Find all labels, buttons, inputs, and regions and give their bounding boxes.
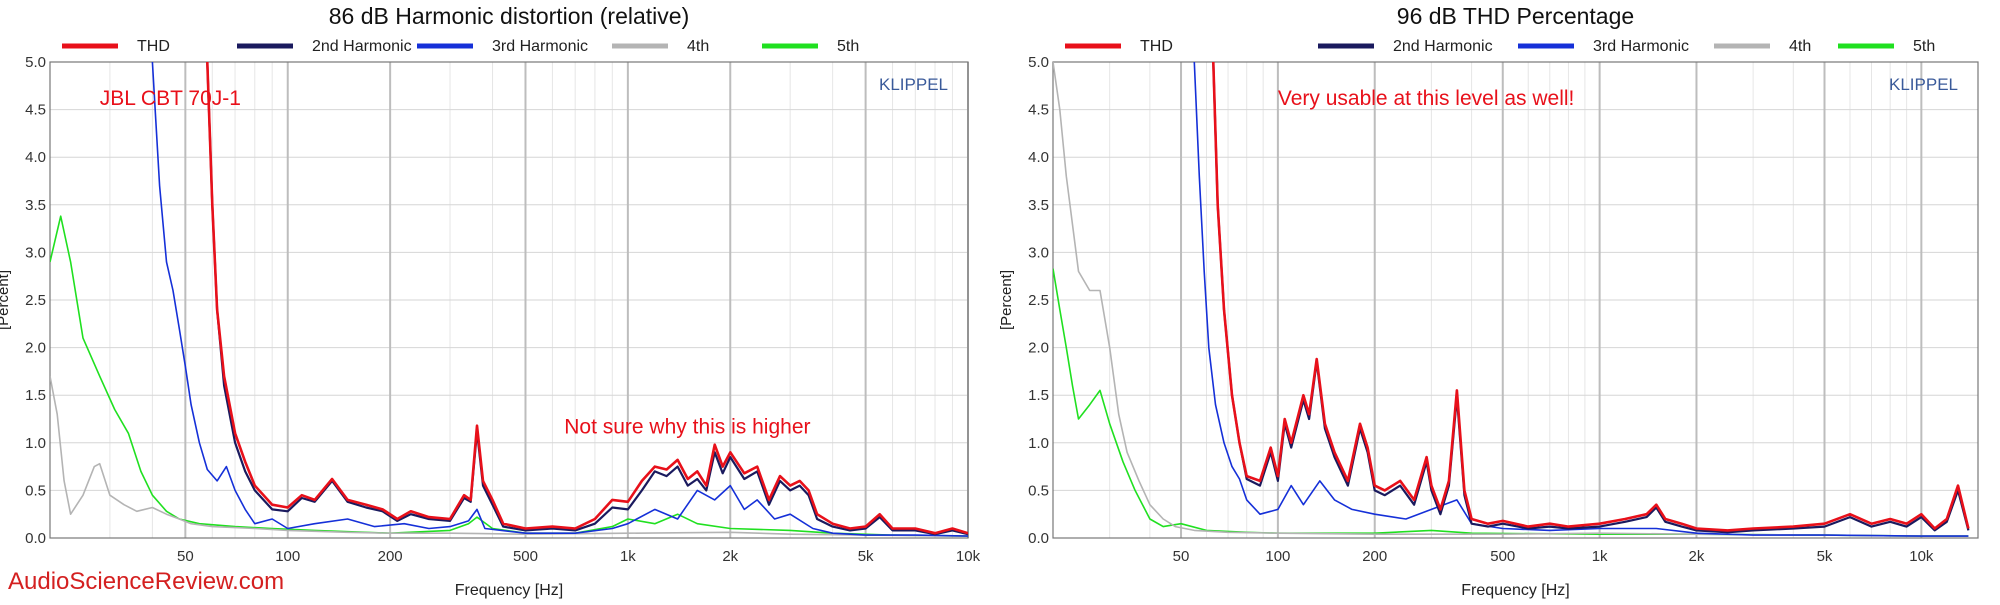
chart-1-series-5th-line xyxy=(50,215,968,537)
chart-2-legend-label: 5th xyxy=(1913,38,1935,55)
chart-1-x-tick-label: 2k xyxy=(722,548,738,565)
chart-1-x-tick-label: 500 xyxy=(513,548,538,565)
chart-1-y-tick-label: 3.0 xyxy=(25,244,46,261)
chart-2-series-2nd-harmonic-line xyxy=(1212,62,1970,534)
chart-2-y-tick-label: 0.0 xyxy=(1028,530,1049,547)
chart-1-x-axis-label: Frequency [Hz] xyxy=(455,582,563,599)
chart-2-x-tick-label: 1k xyxy=(1592,548,1608,565)
chart-1-legend-label: 5th xyxy=(837,38,859,55)
chart-2-h-grid xyxy=(1053,61,1978,539)
chart-2-x-tick-label: 100 xyxy=(1265,548,1290,565)
chart-1-y-axis-label: [Percent] xyxy=(0,270,12,330)
chart-1-plot-frame xyxy=(49,61,969,539)
chart-1-x-tick-label: 10k xyxy=(956,548,981,565)
chart-2-x-tick-label: 2k xyxy=(1689,548,1705,565)
chart-1-y-tick-label: 2.5 xyxy=(25,292,46,309)
chart-1-y-tick-label: 1.0 xyxy=(25,435,46,452)
chart-2-y-tick-label: 0.5 xyxy=(1028,482,1049,499)
chart-1-y-tick-label: 0.0 xyxy=(25,530,46,547)
chart-1-series-4th-line xyxy=(50,376,968,537)
chart-1-brand-label: KLIPPEL xyxy=(879,75,948,94)
chart-2-y-tick-label: 4.5 xyxy=(1028,102,1049,119)
chart-2-y-tick-label: 3.5 xyxy=(1028,197,1049,214)
chart-2-x-tick-label: 10k xyxy=(1909,548,1934,565)
chart-1-legend-label: 3rd Harmonic xyxy=(492,38,588,55)
chart-2-series-5th-line xyxy=(1053,268,1969,537)
chart-2-y-axis-label: [Percent] xyxy=(998,270,1015,330)
chart-1-h-grid xyxy=(50,61,968,539)
chart-2-series-3rd-harmonic-line xyxy=(1193,62,1969,537)
chart-2-x-tick-label: 50 xyxy=(1173,548,1190,565)
chart-2-legend-label: THD xyxy=(1140,38,1173,55)
chart-2-series-thd-line xyxy=(1212,62,1970,532)
chart-1-legend-label: 4th xyxy=(687,38,709,55)
chart-2-y-tick-label: 1.0 xyxy=(1028,435,1049,452)
chart-2-x-tick-label: 5k xyxy=(1817,548,1833,565)
chart-2-x-tick-label: 200 xyxy=(1362,548,1387,565)
chart-1-y-tick-label: 4.0 xyxy=(25,149,46,166)
chart-1-y-tick-label: 5.0 xyxy=(25,54,46,71)
chart-2-y-tick-label: 3.0 xyxy=(1028,244,1049,261)
chart-1-major-grid xyxy=(184,62,969,538)
chart-2-y-tick-label: 1.5 xyxy=(1028,387,1049,404)
chart-1-series-3rd-harmonic-line xyxy=(151,62,968,537)
chart-1-legend-label: THD xyxy=(137,38,170,55)
chart-2-brand-label: KLIPPEL xyxy=(1889,75,1958,94)
chart-1-x-tick-label: 1k xyxy=(620,548,636,565)
chart-2-y-tick-label: 4.0 xyxy=(1028,149,1049,166)
chart-2-x-axis-label: Frequency [Hz] xyxy=(1461,582,1569,599)
chart-1-y-tick-label: 1.5 xyxy=(25,387,46,404)
chart-1-x-tick-label: 100 xyxy=(275,548,300,565)
chart-1-annotation: JBL CBT 70J-1 xyxy=(100,87,241,110)
chart-1-x-tick-label: 5k xyxy=(858,548,874,565)
chart-2-legend-label: 2nd Harmonic xyxy=(1393,38,1493,55)
watermark: AudioScienceReview.com xyxy=(8,568,285,595)
chart-2-y-tick-label: 2.5 xyxy=(1028,292,1049,309)
chart-2-legend-label: 4th xyxy=(1789,38,1811,55)
chart-2-y-tick-label: 2.0 xyxy=(1028,340,1049,357)
chart-1-x-tick-label: 200 xyxy=(378,548,403,565)
chart-1-legend-label: 2nd Harmonic xyxy=(312,38,412,55)
chart-2-panel: 0.0 0.5 1.0 1.5 2.0 2.5 3.0 3.5 4.0 4.5 5.0 50 100 20… xyxy=(998,3,1979,599)
chart-1-legend: THD 2nd Harmonic 3rd Harmonic 4th 5th xyxy=(62,38,859,55)
chart-1-title: 86 dB Harmonic distortion (relative) xyxy=(329,3,689,29)
chart-2-annotation: Very usable at this level as well! xyxy=(1278,87,1574,110)
chart-1-y-tick-label: 0.5 xyxy=(25,482,46,499)
chart-2-y-tick-label: 5.0 xyxy=(1028,54,1049,71)
chart-2-legend-label: 3rd Harmonic xyxy=(1593,38,1689,55)
chart-2-title: 96 dB THD Percentage xyxy=(1397,3,1634,29)
chart-2-legend: THD 2nd Harmonic 3rd Harmonic 4th 5th xyxy=(1065,38,1935,55)
chart-1-series-thd-line xyxy=(206,62,968,535)
chart-2-series-group xyxy=(1053,62,1970,537)
chart-1-panel: 0.0 0.5 1.0 1.5 2.0 2.5 3.0 3.5 4.0 4.5 5.0 50 100 20… xyxy=(0,3,981,599)
chart-1-series-2nd-harmonic-line xyxy=(206,62,968,536)
chart-2-series-4th-line xyxy=(1053,62,1969,537)
chart-1-annotation: Not sure why this is higher xyxy=(564,415,810,438)
chart-1-x-tick-label: 50 xyxy=(177,548,194,565)
chart-1-series-group xyxy=(50,62,968,537)
chart-1-y-tick-label: 3.5 xyxy=(25,197,46,214)
chart-2-major-grid xyxy=(1180,62,1923,538)
chart-1-y-tick-label: 4.5 xyxy=(25,102,46,119)
chart-2-plot-frame xyxy=(1052,61,1979,539)
chart-1-y-tick-label: 2.0 xyxy=(25,340,46,357)
chart-2-x-tick-label: 500 xyxy=(1490,548,1515,565)
